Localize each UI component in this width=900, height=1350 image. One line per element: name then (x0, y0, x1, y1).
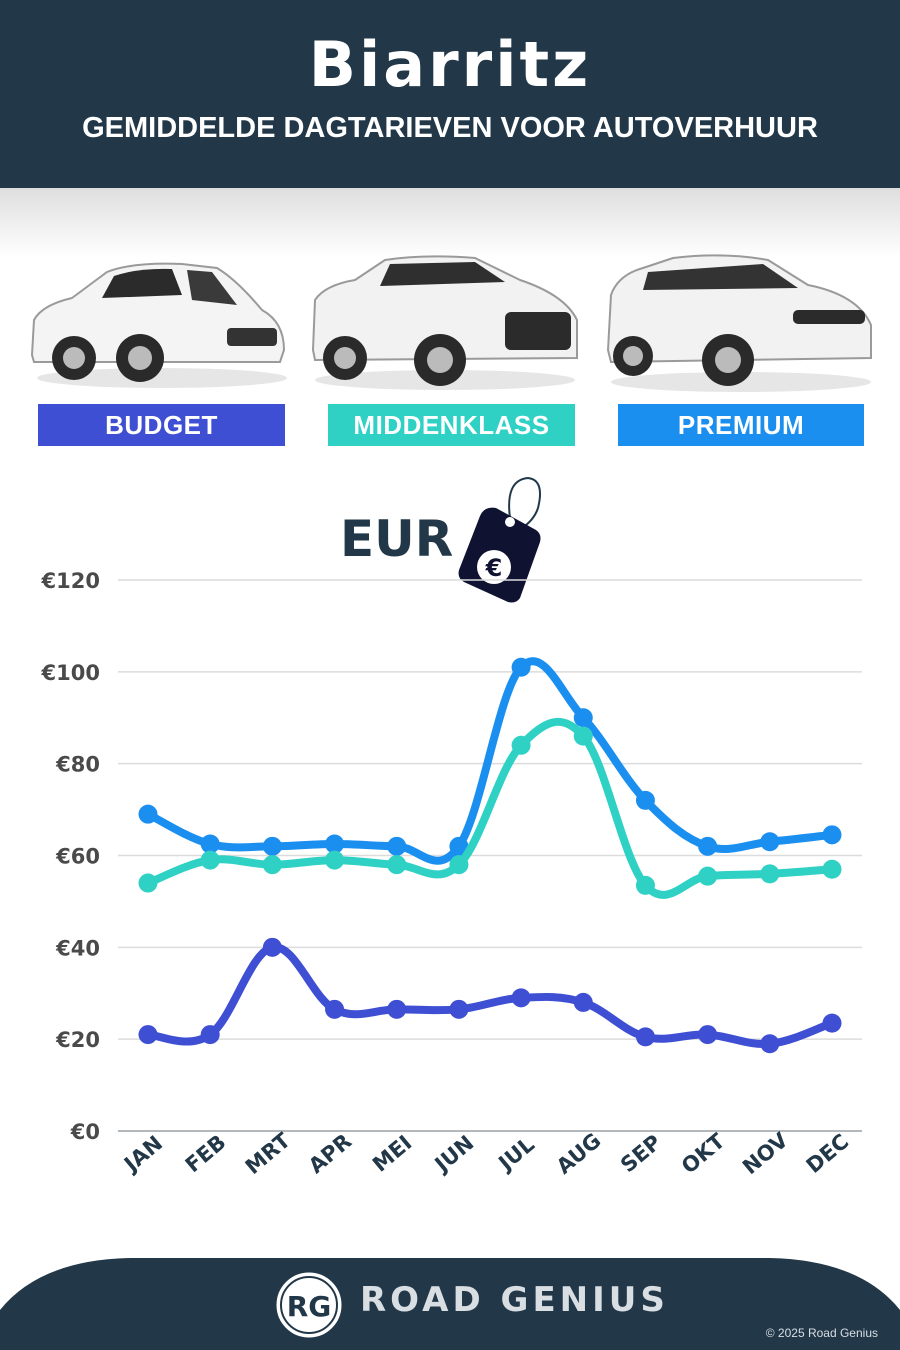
x-tick-label: JAN (118, 1131, 167, 1177)
x-tick-label: AUG (552, 1128, 606, 1178)
data-point-premium (698, 836, 718, 856)
data-point-premium (262, 836, 282, 856)
data-point-premium (822, 825, 842, 845)
data-point-middenklass (822, 859, 842, 879)
data-point-premium (760, 832, 780, 852)
logo-text: RG (287, 1290, 332, 1323)
data-point-premium (635, 790, 655, 810)
data-point-middenklass (325, 850, 345, 870)
header-shadow (0, 188, 900, 258)
data-point-budget (325, 999, 345, 1019)
data-point-middenklass (635, 875, 655, 895)
midsize-car-image (311, 255, 578, 390)
road-genius-logo-icon: RG (273, 1269, 345, 1341)
footer-band (0, 1258, 900, 1350)
page-title: Biarritz (308, 28, 592, 101)
x-tick-label: MRT (241, 1128, 296, 1179)
y-tick-label: €40 (55, 936, 100, 960)
data-point-premium (387, 836, 407, 856)
currency-label: EUR (340, 510, 454, 568)
data-point-premium (325, 834, 345, 854)
y-tick-label: €80 (55, 753, 100, 777)
data-point-premium (200, 834, 220, 854)
data-point-budget (387, 999, 407, 1019)
data-point-middenklass (698, 866, 718, 886)
x-tick-label: APR (304, 1129, 356, 1178)
data-point-budget (573, 992, 593, 1012)
data-point-budget (449, 999, 469, 1019)
data-point-premium (573, 708, 593, 728)
y-tick-label: €0 (70, 1120, 100, 1144)
data-point-premium (138, 804, 158, 824)
x-tick-label: FEB (181, 1130, 231, 1177)
y-tick-label: €60 (55, 845, 100, 869)
copyright: © 2025 Road Genius (765, 1326, 878, 1340)
budget-label: BUDGET (38, 404, 285, 446)
header: Biarritz GEMIDDELDE DAGTARIEVEN VOOR AUT… (0, 0, 900, 188)
data-point-middenklass (262, 855, 282, 875)
data-point-budget (511, 988, 531, 1008)
data-point-middenklass (387, 855, 407, 875)
data-point-middenklass (573, 726, 593, 746)
y-tick-label: €20 (55, 1028, 100, 1052)
data-point-budget (760, 1034, 780, 1054)
price-tag-icon: € (458, 476, 541, 603)
data-point-budget (200, 1025, 220, 1045)
data-point-middenklass (200, 850, 220, 870)
series-line-budget (144, 943, 836, 1049)
data-point-middenklass (138, 873, 158, 893)
page-subtitle: GEMIDDELDE DAGTARIEVEN VOOR AUTOVERHUUR (82, 112, 818, 144)
y-tick-label: €100 (41, 661, 100, 685)
data-point-middenklass (760, 864, 780, 884)
x-tick-label: OKT (677, 1128, 730, 1178)
line-chart: €0 €20 €40 €60 €80 €100 €120 JAN FEB MRT APR MEI JU… (41, 569, 862, 1180)
data-point-budget (635, 1027, 655, 1047)
data-point-budget (262, 937, 282, 957)
premium-label: PREMIUM (618, 404, 864, 446)
data-point-budget (822, 1013, 842, 1033)
series-line-premium (144, 657, 836, 865)
data-point-middenklass (511, 735, 531, 755)
premium-car-image (606, 254, 872, 392)
brand-name: ROAD GENIUS (360, 1280, 669, 1320)
euro-symbol: € (485, 554, 503, 582)
x-tick-label: DEC (802, 1129, 854, 1178)
x-tick-label: SEP (616, 1130, 666, 1177)
data-point-middenklass (449, 855, 469, 875)
x-tick-label: JUN (429, 1131, 478, 1178)
data-point-premium (511, 657, 531, 677)
data-point-budget (698, 1025, 718, 1045)
x-tick-label: JUL (493, 1132, 539, 1176)
data-point-budget (138, 1025, 158, 1045)
data-point-premium (449, 836, 469, 856)
x-tick-label: NOV (738, 1128, 793, 1180)
budget-car-image (30, 262, 287, 388)
midsize-label: MIDDENKLASS (328, 404, 575, 446)
x-tick-label: MEI (368, 1131, 416, 1177)
y-tick-label: €120 (41, 569, 100, 593)
